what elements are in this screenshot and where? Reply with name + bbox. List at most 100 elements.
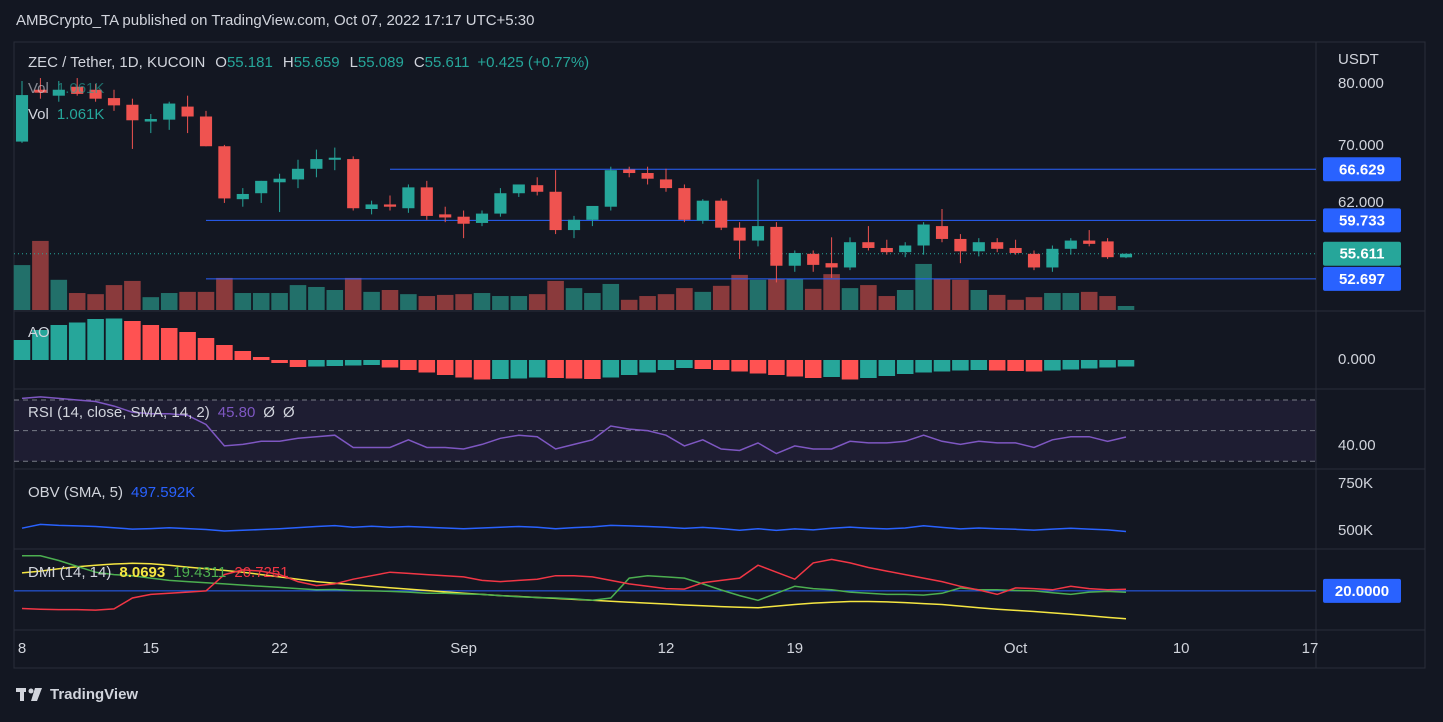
volume-bar — [860, 285, 877, 310]
low-value: 55.089 — [358, 54, 404, 71]
level-label: 52.697 — [1339, 271, 1385, 288]
candle-body — [623, 169, 636, 174]
ao-bar — [896, 360, 914, 374]
change: +0.425 (+0.77%) — [477, 54, 589, 71]
ohlc-prefix: L — [350, 54, 358, 71]
rsi-legend: RSI (14, close, SMA, 14, 2) 45.80 Ø Ø — [28, 404, 295, 421]
ao-bar — [841, 360, 859, 380]
volume-bar — [1007, 299, 1024, 310]
candle-body — [1064, 240, 1077, 249]
ao-bar — [381, 360, 399, 368]
ohlc-prefix: H — [283, 54, 294, 71]
x-tick-label: 17 — [1302, 640, 1319, 657]
ao-bar — [1117, 360, 1135, 367]
volume-bar — [344, 277, 362, 310]
rsi-na: Ø — [283, 404, 295, 421]
volume-name: Vol — [28, 80, 49, 97]
ao-bar — [326, 360, 344, 366]
volume-bar — [473, 293, 491, 310]
volume-bar — [1062, 293, 1080, 310]
volume-bar — [400, 294, 417, 310]
volume-bar — [1117, 305, 1135, 310]
volume-bar — [584, 293, 601, 310]
ao-bar — [142, 325, 160, 360]
candle-body — [678, 188, 691, 220]
ao-bar — [455, 360, 472, 378]
volume-bar — [712, 285, 730, 310]
publisher: AMBCrypto_TA published on TradingView.co… — [16, 12, 535, 29]
volume-bar — [1025, 297, 1043, 310]
volume-bar — [308, 286, 325, 310]
candle-body — [991, 242, 1004, 249]
candle-body — [715, 200, 728, 228]
dmi-title: DMI (14, 14) — [28, 564, 111, 581]
ao-bar — [1062, 360, 1080, 370]
volume-bar — [749, 279, 767, 310]
y-tick-label: 40.00 — [1338, 437, 1376, 454]
candle-body — [659, 179, 673, 189]
ao-bar — [749, 360, 767, 374]
volume-bar — [786, 279, 804, 310]
volume-bar — [988, 294, 1006, 310]
x-tick-label: 15 — [142, 640, 159, 657]
ao-bar — [1044, 360, 1061, 371]
x-tick-label: 19 — [786, 640, 803, 657]
candle-body — [181, 106, 194, 117]
volume-bar — [13, 265, 31, 310]
axes: 8 15 22 Sep 12 19 Oct 10 17 80.000 70.000 62.000 66.… — [18, 75, 1401, 657]
ao-bar — [234, 351, 252, 360]
line — [21, 523, 1127, 533]
line — [21, 396, 1127, 455]
candle-body — [310, 159, 323, 169]
y-tick-label: 80.000 — [1338, 75, 1384, 92]
candle-body — [420, 187, 433, 216]
di-plus-value: 19.4311 — [173, 564, 226, 581]
threshold-label-box — [1323, 578, 1401, 603]
ao-bar — [804, 360, 822, 378]
adx-value: 8.0693 — [119, 564, 165, 581]
candle-body — [1009, 247, 1022, 253]
ao-bar — [363, 360, 380, 365]
candle-body — [751, 226, 765, 241]
ao-bar — [197, 338, 215, 360]
level-label-box — [1323, 208, 1401, 233]
candle-body — [34, 89, 47, 93]
volume-bar — [252, 293, 270, 310]
logo-dot — [28, 688, 34, 694]
volume-bar — [68, 293, 86, 310]
volume-bar — [804, 288, 822, 310]
level-label-box — [1323, 157, 1401, 182]
candle-body — [843, 242, 857, 268]
x-tick-label: 22 — [271, 640, 288, 657]
volume-bar — [381, 289, 399, 310]
candle-body — [475, 213, 489, 223]
volume-bar — [676, 288, 693, 310]
y-tick-label: 750K — [1338, 475, 1373, 492]
ao-bar — [639, 360, 656, 373]
ao-bar — [584, 360, 601, 379]
ao-bar — [179, 332, 196, 360]
ao-bar — [1080, 360, 1098, 369]
ohlc-prefix: C — [414, 54, 425, 71]
candle-body — [383, 204, 397, 207]
volume-bar — [197, 291, 215, 310]
candle-body — [15, 95, 29, 142]
volume-bar — [160, 293, 178, 310]
candle-body — [733, 227, 746, 241]
x-tick-label: Sep — [450, 640, 477, 657]
candle-body — [531, 185, 544, 192]
volume-bar — [1044, 293, 1061, 310]
currency: USDT — [1338, 51, 1379, 68]
ao-bar — [712, 360, 730, 370]
volume-legend: Vol 1.061K — [28, 106, 104, 123]
rsi-title: RSI (14, close, SMA, 14, 2) — [28, 404, 210, 421]
level-label: 66.629 — [1339, 161, 1385, 178]
open-value: 55.181 — [227, 54, 273, 71]
volume-bar — [823, 274, 840, 310]
candle-body — [494, 193, 507, 214]
y-tick-label: 0.000 — [1338, 351, 1376, 368]
candle-body — [549, 191, 562, 231]
ao-bar — [473, 360, 491, 380]
candle-body — [218, 146, 231, 199]
